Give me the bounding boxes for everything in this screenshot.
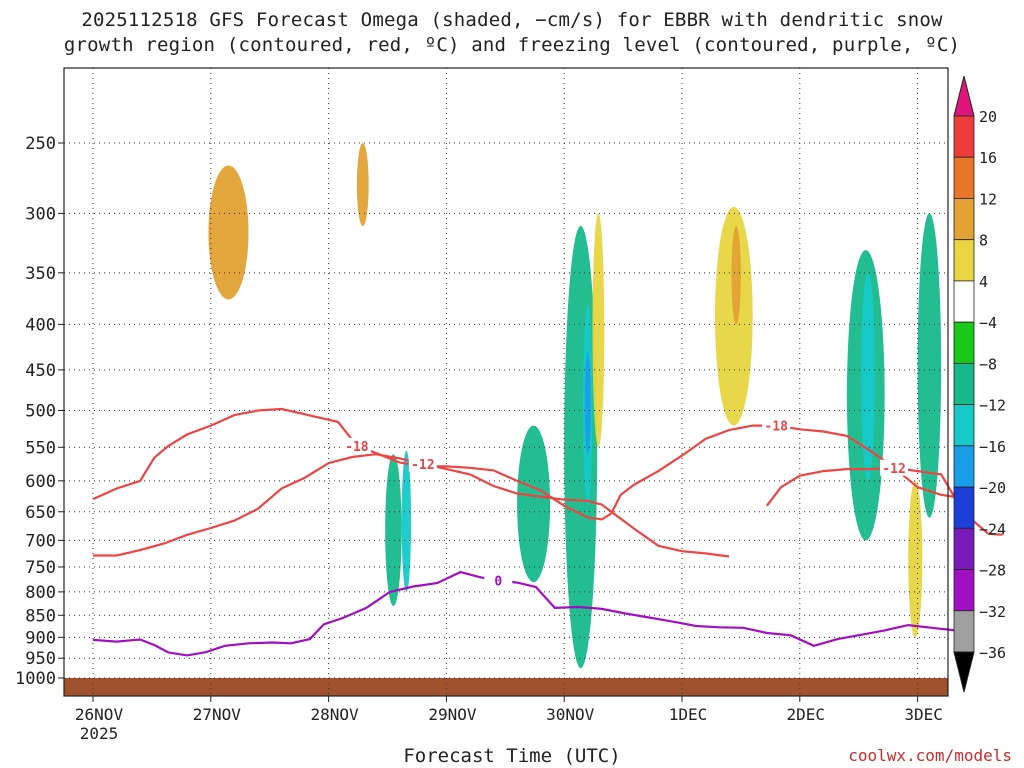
x-tick-label-2DEC: 2DEC [787,705,826,724]
y-tick-label-650: 650 [25,503,56,523]
colorbar-label-9: −20 [979,479,1006,497]
y-tick-label-750: 750 [25,558,56,578]
contour-label-bg [880,459,909,476]
plot-area [64,68,948,696]
x-tick-label-1DEC: 1DEC [669,705,708,724]
y-tick-label-550: 550 [25,438,56,458]
x-tick-label-29NOV: 29NOV [428,705,477,724]
x-tick-label-3DEC: 3DEC [904,705,943,724]
colorbar-label-2: 12 [979,190,997,208]
colorbar-bin-4 [953,239,975,282]
y-tick-label-500: 500 [25,402,56,422]
colorbar-top-arrow [953,75,975,117]
chart-title-line2: growth region (contoured, red, ºC) and f… [63,34,961,56]
contour-label-bg [484,572,513,589]
y-tick-label-1000: 1000 [15,669,56,689]
y-tick-label-350: 350 [25,264,56,284]
colorbar-label-1: 16 [979,149,997,167]
colorbar-bin-7 [953,362,975,406]
colorbar-bin-13 [953,610,975,653]
y-tick-label-950: 950 [25,649,56,669]
colorbar-label-4: 4 [979,273,988,291]
omega-shade-1 [356,143,369,227]
colorbar-label-5: −4 [979,314,997,332]
contour-label-0: 0 [494,575,502,590]
plot-frame [63,67,949,697]
omega-shade-14 [908,480,923,638]
colorbar-bin-11 [953,527,975,570]
contour-label-bg [342,437,371,454]
colorbar-bin-5 [953,280,975,323]
contour-label-bg [762,417,791,434]
colorbar-bin-10 [953,486,975,529]
colorbar-label-3: 8 [979,232,988,250]
colorbar-bottom-arrow [953,651,975,693]
contour-label-bg [408,455,437,472]
x-tick-label-30NOV: 30NOV [546,705,595,724]
omega-shade-2 [385,454,402,607]
colorbar-label-13: −36 [979,644,1006,662]
omega-shade-4 [517,425,551,583]
contour-label--12: -12 [411,458,434,473]
contour-label--12: -12 [882,462,905,477]
contour-label--18: -18 [764,420,788,435]
x-axis-label: Forecast Time (UTC) [403,745,621,767]
y-tick-label-300: 300 [25,204,56,224]
omega-shade-3 [401,450,412,592]
colorbar-bin-2 [953,156,975,199]
omega-shade-0 [208,165,249,300]
colorbar-bin-1 [953,115,975,158]
colorbar-label-7: −12 [979,397,1006,415]
y-tick-label-700: 700 [25,531,56,551]
colorbar-label-10: −24 [979,520,1006,538]
colorbar-label-11: −28 [979,562,1006,580]
omega-shade-7 [584,352,591,455]
colorbar-bin-8 [953,404,975,447]
x-tick-sublabel: 2025 [80,724,119,743]
y-tick-label-800: 800 [25,583,56,603]
contour-label--18: -18 [345,440,369,455]
chart-title-line1: 2025112518 GFS Forecast Omega (shaded, −… [81,9,943,31]
credit-link[interactable]: coolwx.com/models [848,746,1012,765]
y-tick-label-600: 600 [25,472,56,492]
colorbar-bin-9 [953,445,975,488]
x-tick-label-27NOV: 27NOV [193,705,242,724]
colorbar-label-6: −8 [979,355,997,373]
colorbar-label-12: −32 [979,603,1006,621]
y-tick-label-400: 400 [25,315,56,335]
colorbar-label-0: 20 [979,108,997,126]
omega-shade-8 [592,213,605,448]
colorbar-bin-6 [953,321,975,364]
x-tick-label-26NOV: 26NOV [75,705,124,724]
x-tick-label-28NOV: 28NOV [311,705,360,724]
colorbar-label-8: −16 [979,438,1006,456]
omega-shade-13 [917,213,942,518]
colorbar-bin-12 [953,569,975,612]
ground-surface [64,678,948,696]
y-tick-label-250: 250 [25,134,56,154]
y-tick-label-900: 900 [25,628,56,648]
colorbar-bin-3 [953,198,975,241]
y-tick-label-850: 850 [25,606,56,626]
omega-shade-10 [731,226,741,325]
y-tick-label-450: 450 [25,361,56,381]
